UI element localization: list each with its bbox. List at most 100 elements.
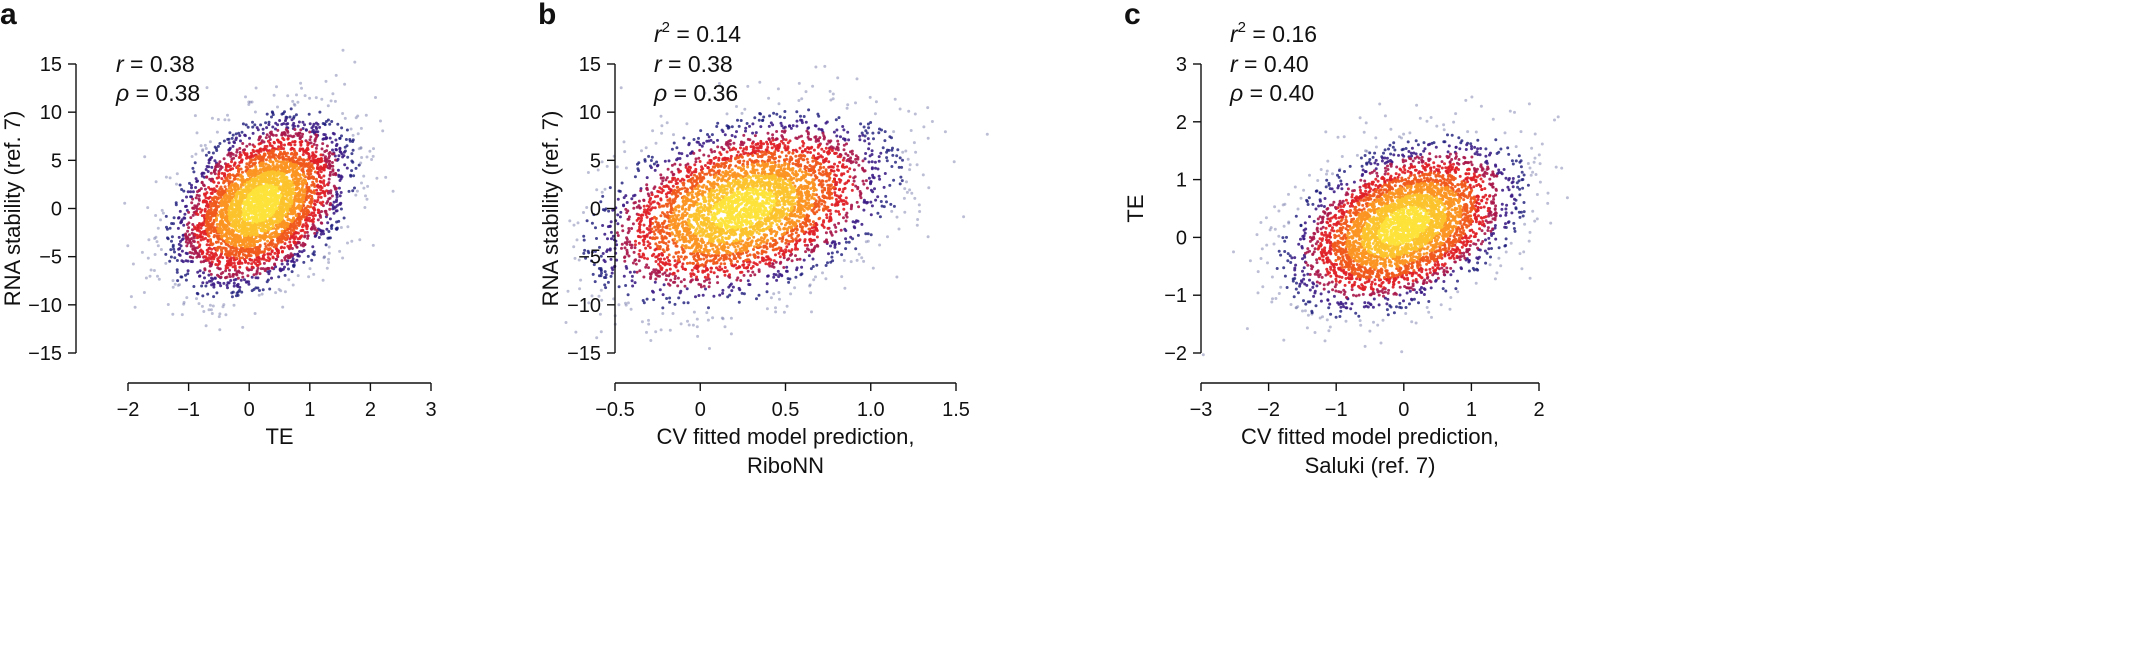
data-point xyxy=(901,158,904,162)
data-point xyxy=(268,156,272,160)
data-point xyxy=(661,312,665,315)
data-point xyxy=(271,125,275,129)
data-point xyxy=(176,283,180,287)
data-point xyxy=(311,222,315,226)
data-point xyxy=(829,244,832,248)
data-point xyxy=(895,275,899,279)
data-point xyxy=(624,265,628,268)
data-point xyxy=(286,244,290,248)
data-point xyxy=(250,100,254,104)
data-point xyxy=(683,284,687,288)
data-point xyxy=(327,261,331,264)
data-point xyxy=(181,260,185,264)
data-point xyxy=(315,143,319,147)
data-point xyxy=(737,124,741,128)
data-point xyxy=(287,278,291,282)
data-point xyxy=(654,141,658,145)
data-point xyxy=(317,175,321,179)
data-point xyxy=(206,217,210,220)
data-point xyxy=(200,208,204,212)
data-point xyxy=(902,196,906,200)
data-point xyxy=(179,244,183,248)
data-point xyxy=(806,126,810,130)
data-point xyxy=(208,195,212,199)
data-point xyxy=(271,133,275,137)
data-point xyxy=(841,125,845,128)
data-point xyxy=(797,99,801,102)
data-point xyxy=(712,294,716,298)
data-point xyxy=(327,257,330,261)
data-point xyxy=(335,195,339,199)
data-point xyxy=(615,231,619,235)
data-point xyxy=(307,112,311,116)
data-point xyxy=(207,308,211,312)
data-point xyxy=(243,278,246,282)
data-point xyxy=(815,263,819,267)
data-point xyxy=(851,152,854,156)
data-point xyxy=(341,155,345,159)
data-point xyxy=(236,165,240,169)
data-point xyxy=(610,237,613,241)
data-point xyxy=(323,150,327,153)
data-point xyxy=(572,245,576,249)
data-point xyxy=(284,154,288,158)
data-point xyxy=(191,213,195,217)
data-point xyxy=(202,184,206,188)
data-point xyxy=(879,151,883,155)
data-point xyxy=(264,267,268,271)
data-point xyxy=(872,137,875,141)
data-point xyxy=(285,231,289,235)
data-point xyxy=(595,336,599,340)
data-point xyxy=(241,325,245,329)
data-point xyxy=(835,134,839,138)
data-point xyxy=(615,165,619,169)
data-point xyxy=(778,297,781,301)
data-point xyxy=(322,179,326,183)
data-point xyxy=(207,256,211,260)
data-point xyxy=(152,269,156,272)
data-point xyxy=(640,320,644,324)
data-point xyxy=(288,240,292,244)
data-point xyxy=(319,195,323,199)
data-point xyxy=(216,281,220,284)
data-point xyxy=(311,245,315,249)
data-point xyxy=(227,118,231,122)
data-point xyxy=(357,147,361,151)
data-point xyxy=(327,177,331,181)
data-point xyxy=(660,124,664,128)
data-point xyxy=(299,243,303,247)
data-point xyxy=(824,277,828,281)
data-point xyxy=(199,226,203,230)
data-point xyxy=(216,240,220,244)
data-point xyxy=(351,140,355,143)
data-point xyxy=(193,161,197,165)
data-point xyxy=(308,267,312,271)
data-point xyxy=(578,287,582,291)
data-point xyxy=(200,284,204,288)
data-point xyxy=(203,143,207,147)
data-point xyxy=(178,209,182,213)
data-point xyxy=(289,107,293,111)
data-point xyxy=(326,236,330,240)
data-point xyxy=(227,141,231,145)
data-point xyxy=(697,282,701,286)
data-point xyxy=(296,240,300,244)
data-point xyxy=(291,257,295,261)
data-point xyxy=(869,233,873,237)
data-point xyxy=(159,218,162,222)
data-point xyxy=(300,168,304,172)
data-point xyxy=(609,230,613,234)
data-point xyxy=(795,124,799,128)
data-point xyxy=(281,305,285,309)
data-point xyxy=(218,187,222,191)
data-point xyxy=(171,243,175,247)
data-point xyxy=(270,266,274,270)
data-point xyxy=(180,313,184,317)
data-point xyxy=(603,232,607,236)
data-point xyxy=(304,224,308,228)
data-point xyxy=(251,131,255,135)
data-point xyxy=(165,227,169,231)
data-point xyxy=(230,136,234,140)
data-point xyxy=(192,285,196,288)
data-point xyxy=(334,158,338,162)
